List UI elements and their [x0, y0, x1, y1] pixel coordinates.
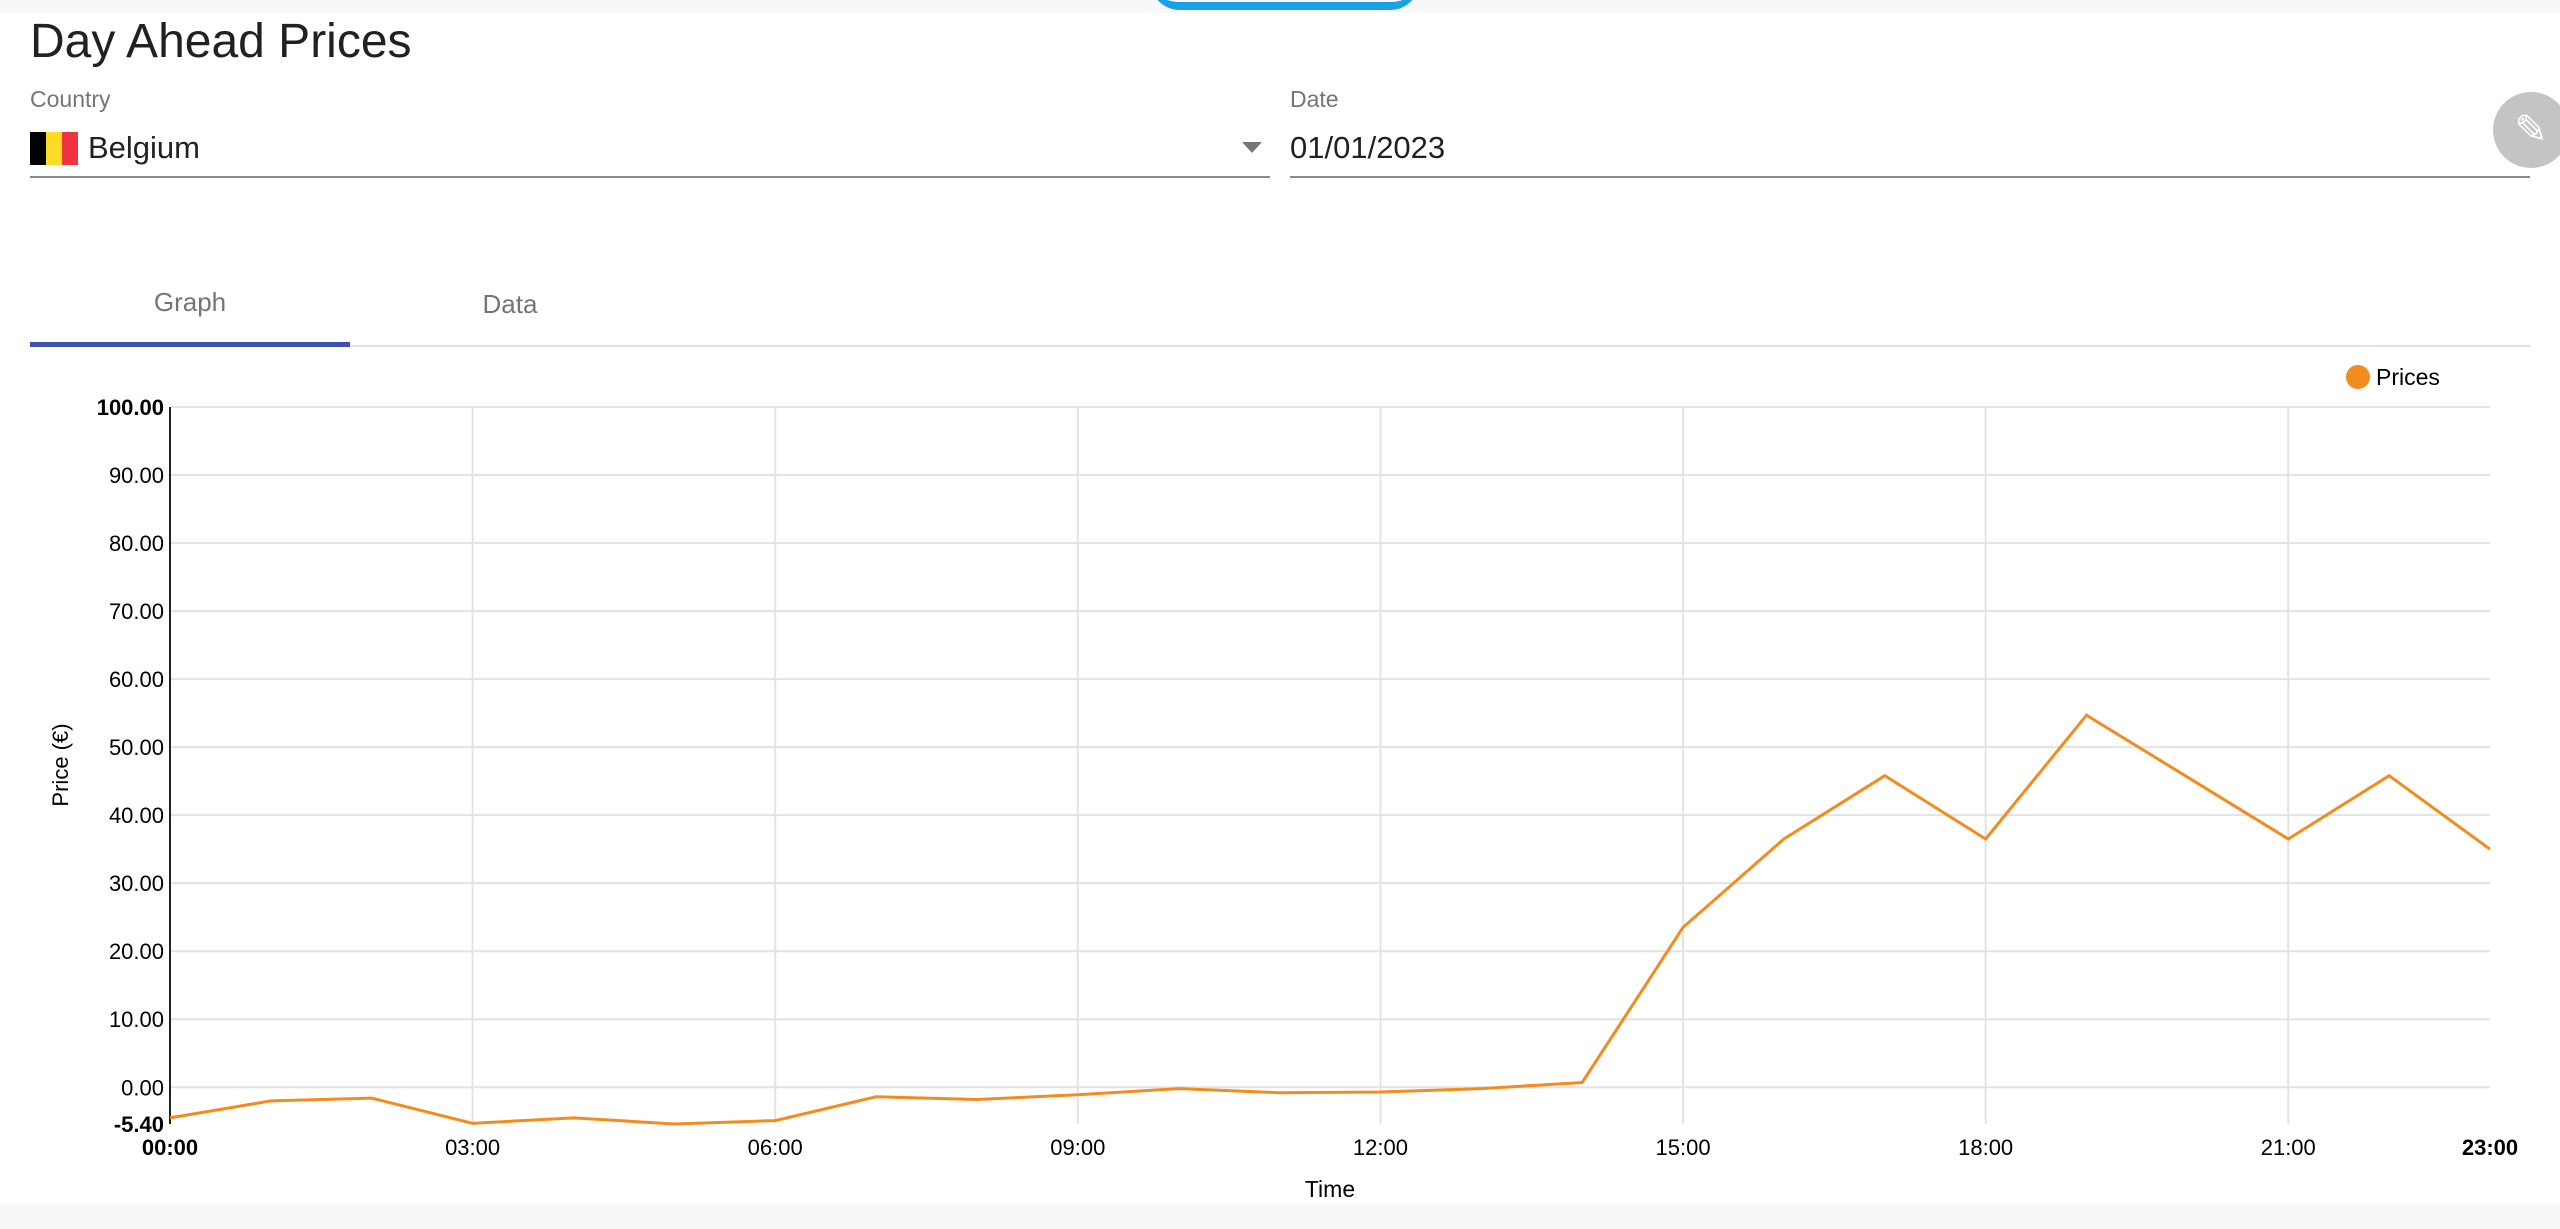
y-tick-label: 90.00: [109, 463, 164, 488]
top-bar: [0, 0, 2560, 13]
y-tick-label: 10.00: [109, 1007, 164, 1032]
country-value: Belgium: [88, 130, 200, 165]
date-input[interactable]: 01/01/2023: [1290, 120, 2530, 178]
belgium-flag-icon: [30, 131, 78, 165]
y-tick-label: 100.00: [97, 395, 164, 420]
tab-graph[interactable]: Graph: [30, 262, 350, 347]
y-axis-label: Price (€): [48, 723, 73, 806]
y-tick-label: -5.40: [114, 1112, 164, 1137]
x-tick-label: 09:00: [1050, 1135, 1105, 1160]
legend-marker: [2346, 365, 2370, 389]
x-axis-label: Time: [1305, 1176, 1355, 1202]
y-tick-label: 20.00: [109, 939, 164, 964]
x-tick-label: 12:00: [1353, 1135, 1408, 1160]
legend-label: Prices: [2376, 364, 2440, 390]
legend-item-prices[interactable]: Prices: [2346, 364, 2440, 390]
y-tick-label: 50.00: [109, 735, 164, 760]
chevron-down-icon[interactable]: [1242, 142, 1262, 153]
y-tick-label: 60.00: [109, 667, 164, 692]
y-tick-label: 70.00: [109, 599, 164, 624]
x-tick-label: 18:00: [1958, 1135, 2013, 1160]
y-tick-label: 0.00: [121, 1075, 164, 1100]
prices-line: [169, 713, 2491, 1126]
x-tick-label: 21:00: [2261, 1135, 2316, 1160]
page-title: Day Ahead Prices: [30, 15, 412, 68]
x-tick-label: 15:00: [1656, 1135, 1711, 1160]
x-tick-label: 23:00: [2462, 1135, 2518, 1160]
view-tabs: Graph Data: [30, 262, 2530, 347]
date-value: 01/01/2023: [1290, 130, 1446, 165]
y-tick-label: 30.00: [109, 871, 164, 896]
x-tick-label: 06:00: [748, 1135, 803, 1160]
y-tick-label: 40.00: [109, 803, 164, 828]
country-select[interactable]: Belgium: [30, 120, 1270, 178]
edit-button[interactable]: ✎: [2493, 92, 2560, 168]
price-chart: 100.00 90.00 80.00 70.00 60.00 50.00 40.00 30.0…: [48, 364, 2518, 1202]
y-tick-label: 80.00: [109, 531, 164, 556]
x-tick-label: 03:00: [445, 1135, 500, 1160]
x-tick-label: 00:00: [142, 1135, 198, 1160]
tab-data[interactable]: Data: [482, 289, 538, 319]
bottom-bar: [0, 1205, 2560, 1229]
app-logo: [1150, 0, 1420, 10]
country-label: Country: [30, 86, 111, 112]
pencil-icon: ✎: [2514, 108, 2548, 152]
date-label: Date: [1290, 86, 1339, 112]
